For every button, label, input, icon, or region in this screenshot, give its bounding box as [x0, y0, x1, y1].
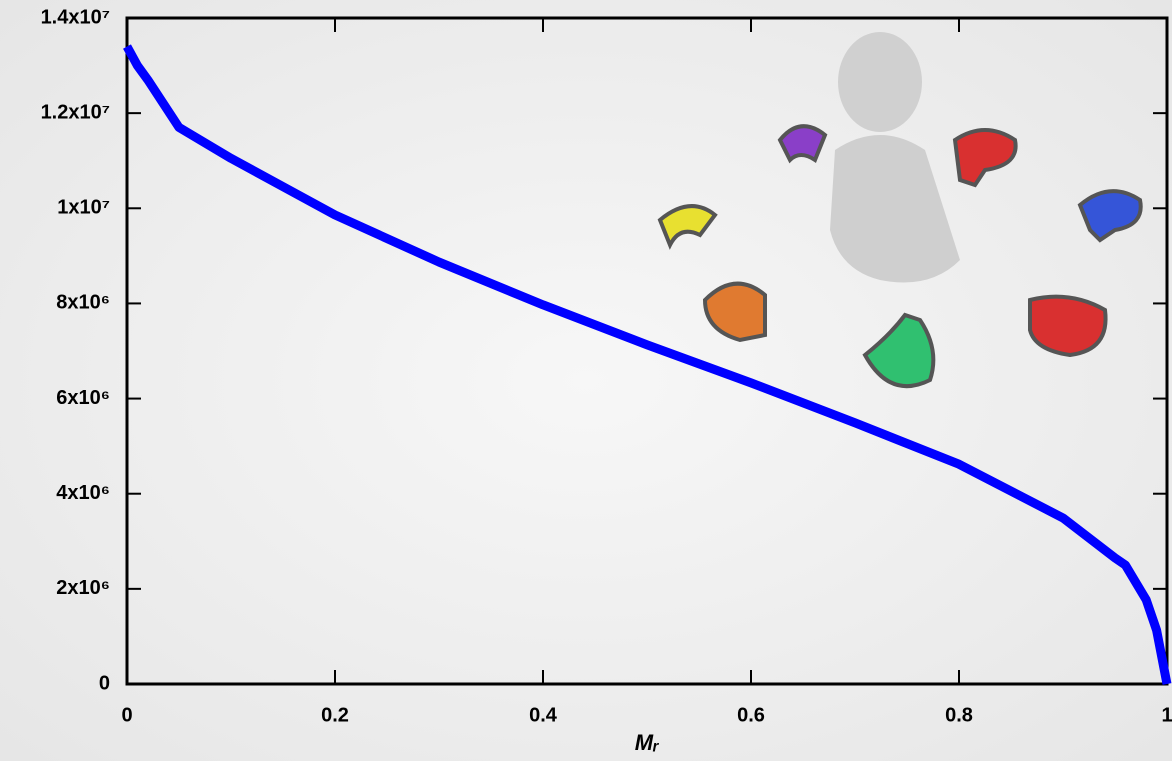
background	[0, 0, 1172, 761]
y-tick-label: 1.2x10⁷	[41, 101, 110, 123]
y-tick-label: 2x10⁶	[56, 577, 110, 599]
y-tick-label: 8x10⁶	[56, 292, 110, 314]
x-axis-label: Mᵣ	[635, 730, 659, 755]
y-tick-label: 6x10⁶	[56, 387, 110, 409]
x-tick-label: 0.4	[529, 704, 558, 726]
chart: Mᵣ 0 2x10⁶ 4x10⁶ 6x10⁶ 8x10⁶ 1x10⁷ 1.2x10⁷ 1.4x…	[0, 0, 1172, 761]
y-tick-label: 4x10⁶	[56, 482, 110, 504]
x-tick-label: 0.6	[737, 704, 765, 726]
y-tick-label: 1x10⁷	[57, 197, 110, 219]
x-tick-label: 0	[121, 704, 132, 726]
x-tick-label: 1	[1161, 704, 1172, 726]
x-tick-label: 0.2	[321, 704, 349, 726]
y-tick-label: 0	[99, 672, 110, 694]
page: {"chart_data": {"type": "line", "x_label…	[0, 0, 1172, 761]
x-tick-label: 0.8	[945, 704, 973, 726]
y-tick-label: 1.4x10⁷	[41, 6, 110, 28]
